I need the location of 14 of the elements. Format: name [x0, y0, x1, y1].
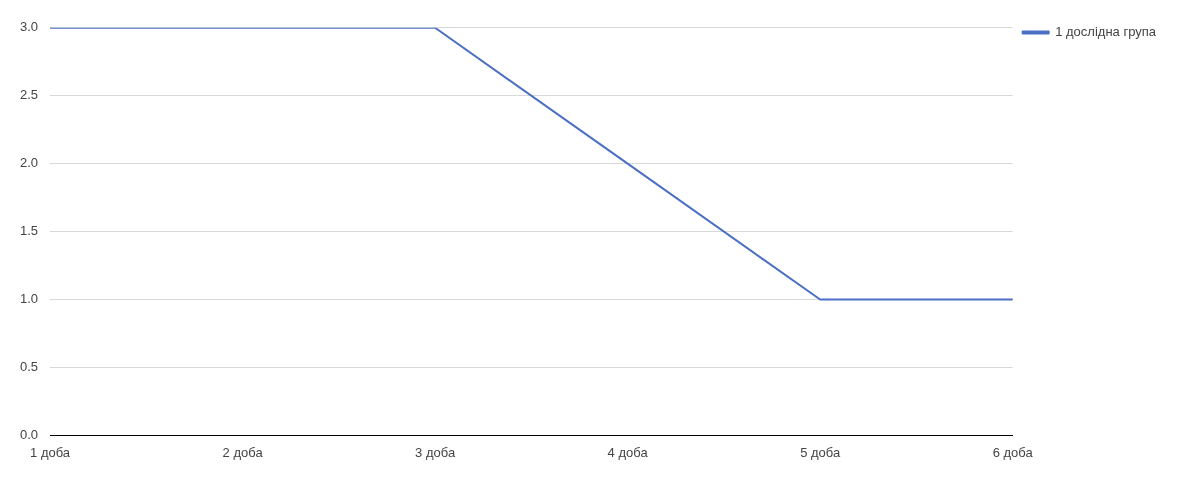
y-tick-label: 3.0: [19, 19, 39, 35]
y-tick-label: 1.0: [19, 291, 39, 307]
x-tick-label: 2 доба: [222, 444, 264, 460]
x-tick-label: 5 доба: [800, 444, 841, 460]
y-tick-label: 0.0: [19, 426, 39, 442]
x-tick-label: 1 доба: [30, 444, 71, 460]
y-tick-label: 1.5: [19, 223, 39, 239]
x-tick-label: 6 доба: [992, 444, 1034, 460]
y-tick-label: 0.5: [19, 359, 39, 375]
y-tick-label: 2.0: [19, 155, 39, 171]
y-tick-label: 2.5: [19, 87, 39, 103]
x-tick-label: 3 доба: [415, 444, 456, 460]
legend-label: 1 дослідна група: [1055, 24, 1157, 40]
x-tick-label: 4 доба: [607, 444, 649, 460]
